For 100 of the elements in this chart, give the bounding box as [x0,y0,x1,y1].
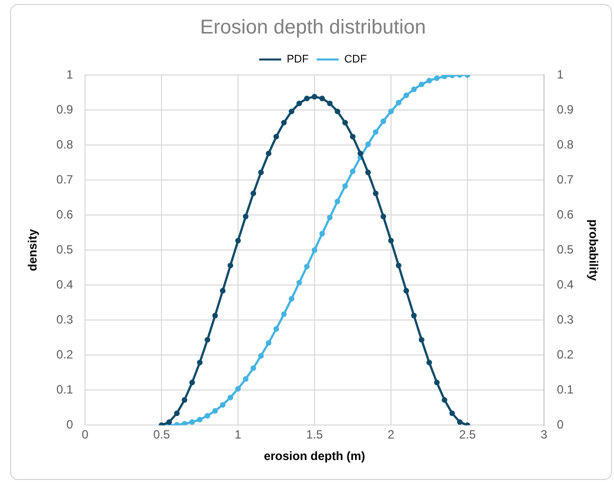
point [449,410,455,416]
point [273,134,280,140]
point [235,386,241,392]
point [220,402,226,408]
point [403,288,410,294]
point [189,419,195,425]
point [372,190,378,196]
point [342,183,348,189]
y2-axis-title: probability [586,219,600,282]
y-tick-label: 0.4 [56,277,74,292]
point [334,108,340,114]
y2-tick-label: 0.8 [556,137,574,152]
x-tick-label: 2.5 [459,428,476,442]
point [266,340,272,346]
y2-tick-label: 0.2 [556,347,574,362]
point [434,380,440,386]
y2-tick-label: 0.9 [556,102,574,116]
point [396,262,402,268]
y-tick-label: 0.1 [56,382,74,396]
y-tick-label: 0 [66,418,74,432]
point [266,150,272,156]
point [204,412,210,419]
point [342,120,348,126]
point [228,394,234,400]
point [350,168,356,174]
point [388,108,394,114]
point [189,380,195,386]
point [281,311,287,317]
point [365,170,371,176]
point [334,198,340,204]
y-tick-label: 0.9 [56,102,74,116]
point [242,214,248,220]
point [196,416,203,422]
y-tick-label: 0.2 [56,347,74,362]
point [388,238,394,244]
x-tick-label: 1.5 [306,428,324,442]
x-axis-title: erosion depth (m) [264,449,366,464]
point [426,78,432,84]
point [250,190,256,196]
point [296,100,302,106]
y-tick-label: 0.3 [56,312,74,326]
point [434,75,440,81]
point [411,312,417,318]
y2-tick-label: 0.7 [556,172,574,186]
x-tick-label: 3 [540,428,548,442]
legend-label: CDF [344,54,368,66]
y-tick-label: 1 [66,67,74,82]
point [258,353,264,359]
point [212,312,218,318]
point [242,376,248,382]
y2-tick-label: 0.3 [556,312,574,326]
point [212,408,218,414]
point [296,280,302,286]
point [426,360,432,366]
point [228,262,234,268]
point [182,421,188,426]
point [288,296,294,302]
point [380,118,386,124]
y2-tick-label: 0.1 [556,382,574,396]
point [235,238,241,244]
point [396,100,402,106]
y-tick-label: 0.5 [56,242,74,256]
point [365,142,371,148]
point [304,96,310,102]
point [442,75,448,80]
x-tick-label: 0 [82,428,89,442]
y2-tick-label: 1 [556,67,564,82]
point [319,230,325,236]
point [258,170,264,176]
point [319,96,325,102]
point [288,108,294,114]
x-tick-label: 1 [234,428,242,442]
legend-label: PDF [286,54,309,66]
point [304,264,310,270]
y2-tick-label: 0.5 [556,242,574,256]
y-tick-label: 0.8 [56,137,74,152]
point [196,360,203,366]
point [204,336,210,343]
point [442,397,448,403]
point [166,419,172,425]
point [326,100,333,106]
y2-tick-label: 0.4 [556,277,574,292]
y2-tick-label: 0.6 [556,207,574,222]
point [182,397,188,403]
point [411,86,417,92]
point [281,120,287,126]
y-axis-title: density [26,228,40,272]
point [403,92,410,98]
y-tick-label: 0.6 [56,207,74,222]
point [457,419,463,425]
point [174,410,180,416]
x-tick-label: 0.5 [153,428,170,442]
point [350,134,356,140]
point [418,336,424,343]
point [250,365,256,371]
y2-tick-label: 0 [556,418,564,432]
point [220,288,226,294]
y-tick-label: 0.7 [56,172,74,186]
point [358,150,364,156]
chart-title: Erosion depth distribution [200,16,426,39]
